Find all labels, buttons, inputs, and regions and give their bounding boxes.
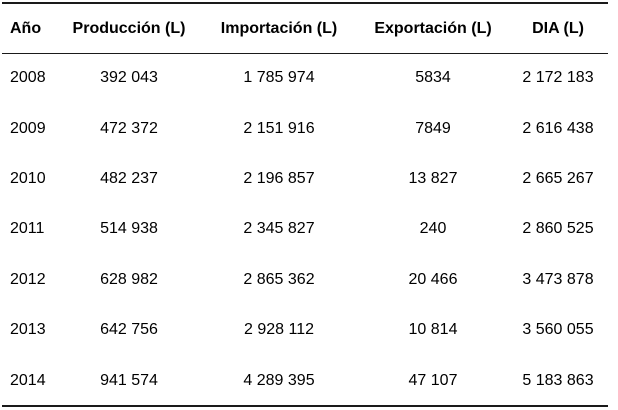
cell-production: 392 043	[100, 69, 158, 87]
cell-dia: 2 616 438	[522, 119, 594, 137]
cell-year: 2013	[10, 321, 46, 339]
cell-dia: 3 473 878	[522, 270, 594, 288]
table-row: 2009 472 372 2 151 916 7849 2 616 438	[0, 103, 612, 153]
cell-production: 642 756	[100, 321, 158, 339]
cell-year: 2010	[10, 169, 46, 187]
cell-import: 2 865 362	[243, 270, 315, 288]
cell-year: 2009	[10, 119, 46, 137]
cell-import: 1 785 974	[243, 69, 315, 87]
cell-export: 5834	[415, 69, 451, 87]
table-row: 2013 642 756 2 928 112 10 814 3 560 055	[0, 305, 612, 355]
cell-export: 13 827	[408, 169, 458, 187]
cell-year: 2012	[10, 270, 46, 288]
cell-production: 941 574	[100, 371, 158, 389]
cell-year: 2008	[10, 69, 46, 87]
data-table: Año Producción (L) Importación (L) Expor…	[0, 4, 612, 406]
header-year: Año	[10, 19, 42, 37]
table-header-row: Año Producción (L) Importación (L) Expor…	[0, 4, 612, 53]
table-row: 2008 392 043 1 785 974 5834 2 172 183	[0, 53, 612, 103]
cell-year: 2014	[10, 371, 46, 389]
header-export: Exportación (L)	[374, 19, 492, 37]
header-production: Producción (L)	[72, 19, 186, 37]
cell-import: 2 345 827	[243, 220, 315, 238]
cell-import: 2 151 916	[243, 119, 315, 137]
cell-export: 10 814	[408, 321, 458, 339]
cell-dia: 2 860 525	[522, 220, 594, 238]
cell-dia: 3 560 055	[522, 321, 594, 339]
table-row: 2012 628 982 2 865 362 20 466 3 473 878	[0, 255, 612, 305]
cell-production: 628 982	[100, 270, 158, 288]
cell-production: 482 237	[100, 169, 158, 187]
cell-dia: 2 665 267	[522, 169, 594, 187]
cell-production: 472 372	[100, 119, 158, 137]
header-dia: DIA (L)	[532, 19, 584, 37]
table-header-rule	[2, 53, 608, 54]
table-bottom-rule	[2, 405, 608, 407]
cell-dia: 5 183 863	[522, 371, 594, 389]
cell-export: 47 107	[408, 371, 458, 389]
header-import: Importación (L)	[220, 19, 338, 37]
cell-dia: 2 172 183	[522, 69, 594, 87]
table-row: 2014 941 574 4 289 395 47 107 5 183 863	[0, 355, 612, 405]
table-top-rule	[2, 2, 608, 4]
cell-import: 2 196 857	[243, 169, 315, 187]
cell-export: 7849	[415, 119, 451, 137]
cell-import: 4 289 395	[243, 371, 315, 389]
table-row: 2011 514 938 2 345 827 240 2 860 525	[0, 204, 612, 254]
table-row: 2010 482 237 2 196 857 13 827 2 665 267	[0, 154, 612, 204]
cell-year: 2011	[10, 220, 45, 238]
cell-production: 514 938	[100, 220, 158, 238]
cell-export: 20 466	[408, 270, 458, 288]
cell-export: 240	[419, 220, 447, 238]
cell-import: 2 928 112	[244, 321, 314, 339]
